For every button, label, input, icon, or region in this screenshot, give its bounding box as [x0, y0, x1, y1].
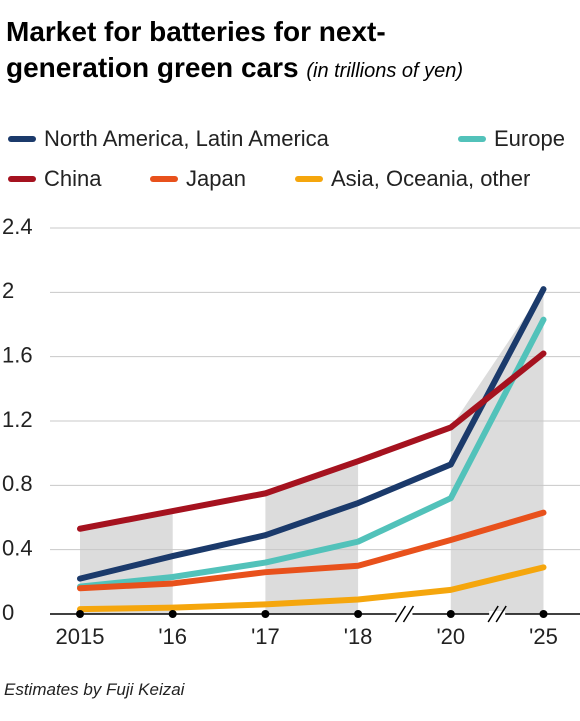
x-tick-dot: [446, 610, 455, 618]
y-tick-label: 0.4: [2, 535, 33, 560]
legend-item: Japan: [150, 166, 246, 192]
series-line: [77, 316, 547, 590]
x-tick-label: 2015: [56, 624, 105, 649]
x-tick-label: '16: [158, 624, 187, 649]
axis-break: [487, 605, 499, 623]
y-tick-label: 2: [2, 278, 14, 303]
legend-label: Europe: [494, 126, 565, 151]
x-tick-dot: [354, 610, 363, 618]
legend-item: Europe: [458, 126, 565, 152]
axis-break: [402, 605, 415, 623]
x-tick-label: '20: [436, 624, 465, 649]
legend-label: China: [44, 166, 102, 191]
series-line: [77, 509, 547, 592]
y-tick-label: 0: [2, 600, 14, 625]
legend-swatch: [8, 136, 36, 142]
x-tick-label: '17: [251, 624, 280, 649]
legend-item: North America, Latin America: [8, 126, 329, 152]
series-line: [77, 350, 547, 532]
series-line: [77, 564, 547, 613]
x-tick-label: '18: [344, 624, 373, 649]
chart-subtitle: (in trillions of yen): [306, 60, 464, 82]
y-tick-label: 2.4: [2, 214, 33, 239]
legend-swatch: [8, 176, 36, 182]
axis-break-gap: [489, 611, 506, 617]
x-tick-label: '25: [529, 624, 558, 649]
shade-band: [450, 289, 544, 614]
legend-label: North America, Latin America: [44, 126, 329, 151]
legend-swatch: [458, 136, 486, 142]
legend-label: Japan: [186, 166, 246, 191]
axis-break-gap: [396, 611, 413, 617]
axis-break: [495, 605, 507, 623]
x-tick-dot: [168, 610, 177, 618]
legend-item: Asia, Oceania, other: [295, 166, 530, 192]
legend-label: Asia, Oceania, other: [331, 166, 531, 191]
legend-swatch: [150, 176, 178, 182]
x-tick-dot: [539, 610, 548, 618]
source-note: Estimates by Fuji Keizai: [4, 680, 185, 699]
y-tick-label: 1.2: [2, 407, 33, 432]
shade-band: [265, 461, 359, 614]
title-block: Market for batteries for next-generation…: [6, 14, 506, 89]
chart-title: Market for batteries for next-generation…: [6, 16, 386, 83]
y-tick-label: 0.8: [2, 471, 33, 496]
series-line: [77, 286, 547, 582]
x-tick-dot: [76, 610, 84, 618]
y-tick-label: 1.6: [2, 342, 33, 367]
axis-break: [394, 605, 407, 623]
x-tick-dot: [261, 610, 270, 618]
legend-swatch: [295, 176, 323, 182]
legend-item: China: [8, 166, 101, 192]
